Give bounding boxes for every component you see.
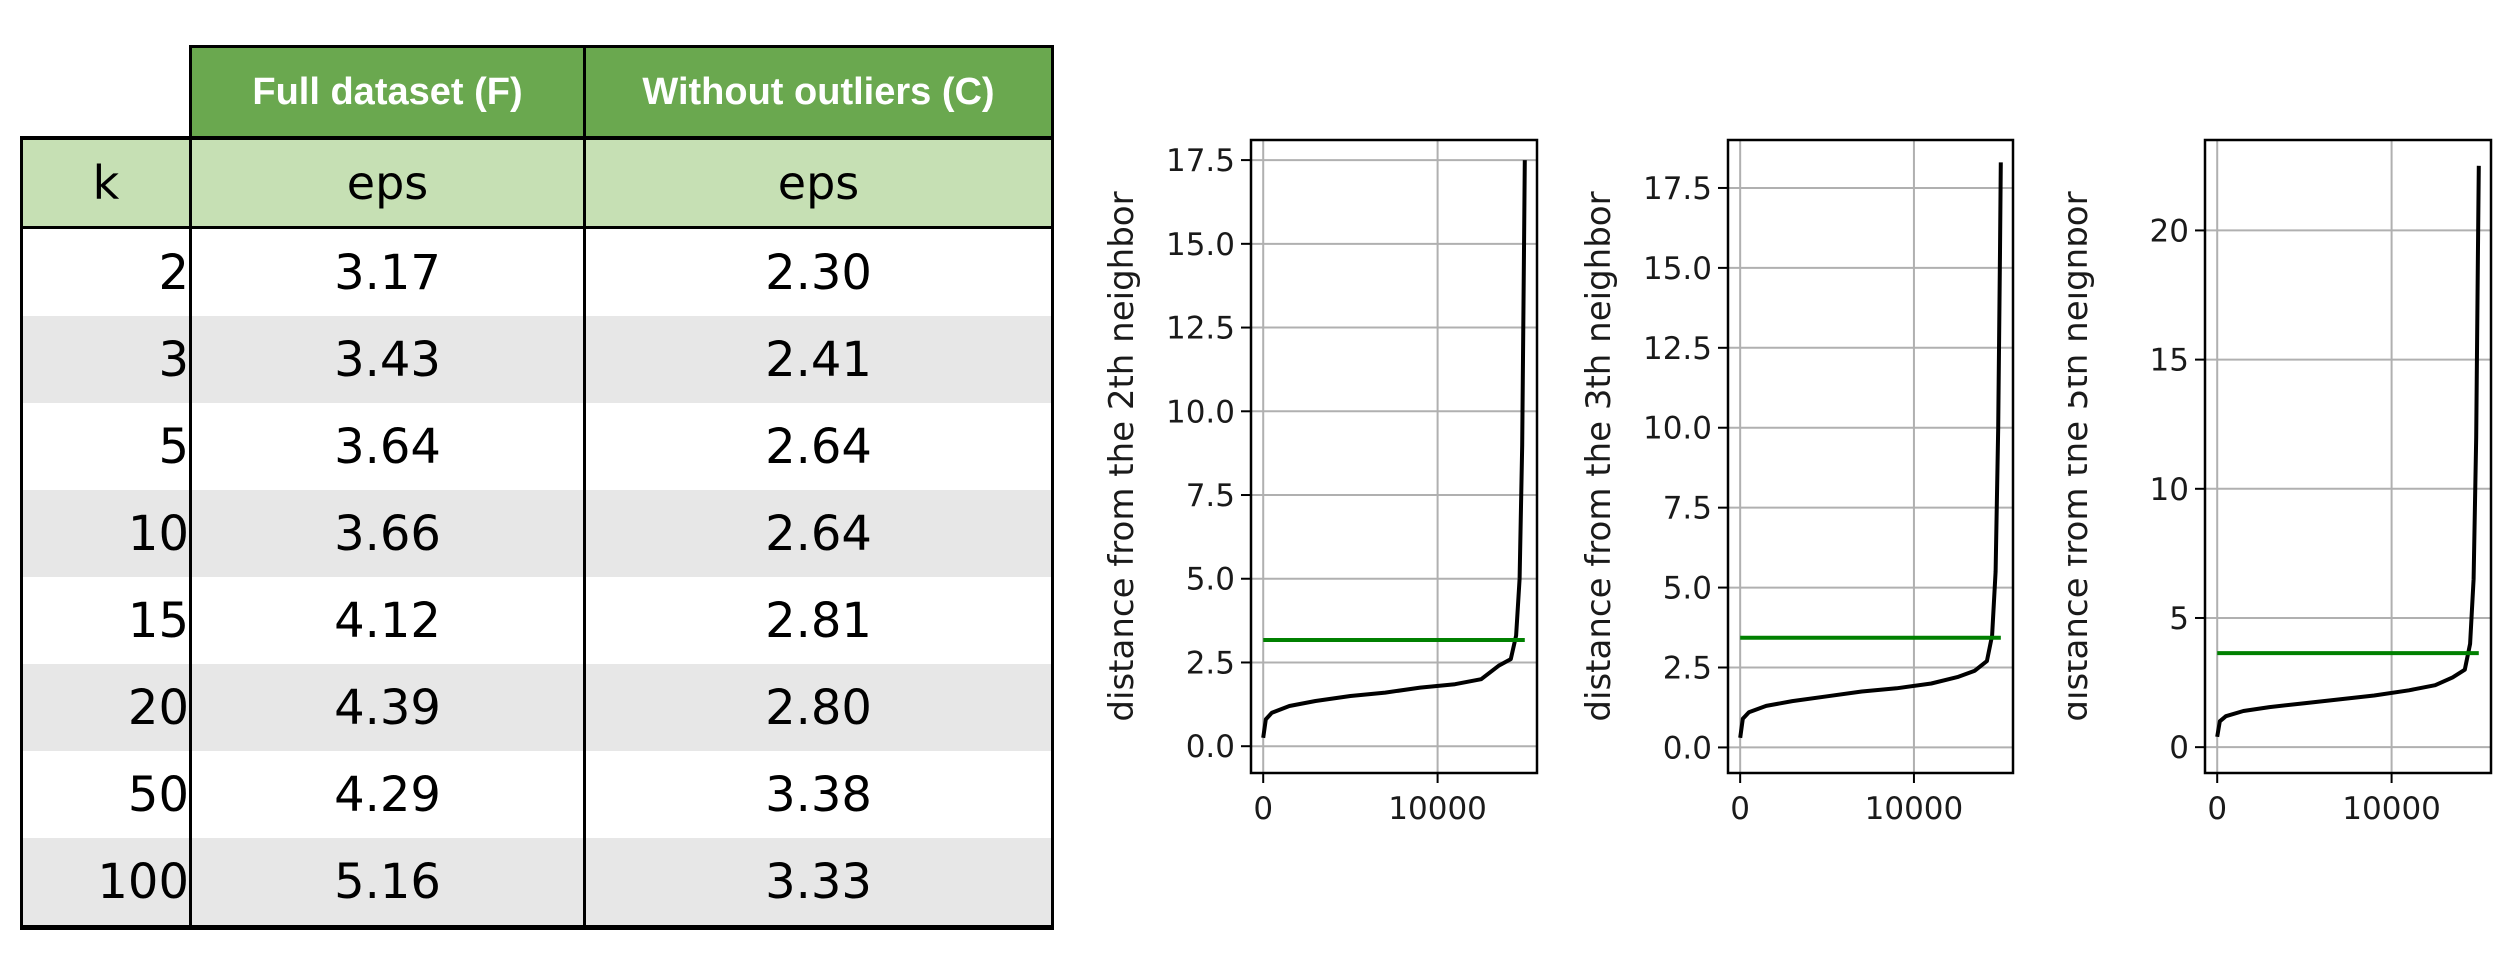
eps-full-cell: 3.66 — [189, 490, 586, 577]
x-tick-label: 0 — [1730, 791, 1750, 827]
plot-frame — [1726, 138, 2015, 775]
eps-without-cell: 2.41 — [583, 316, 1054, 403]
table-row: 2 3.17 2.30 — [20, 227, 1054, 316]
distance-curve — [2215, 165, 2481, 738]
y-tick-label: 0 — [2169, 730, 2189, 766]
table-row: 10 3.66 2.64 — [20, 490, 1054, 577]
y-tick-label: 7.5 — [1186, 478, 1235, 514]
k-header: k — [20, 136, 192, 229]
y-tick-label: 17.5 — [1166, 143, 1235, 179]
eps-without-cell: 3.33 — [583, 838, 1054, 928]
distance-curve — [1738, 162, 2003, 739]
y-tick-label: 0.0 — [1663, 730, 1712, 766]
y-tick-label: 20 — [2150, 213, 2189, 249]
plot-frame — [2203, 138, 2493, 775]
y-tick-label: 17.5 — [1643, 171, 1712, 207]
y-axis-label: distance from the 2th neighbor — [1102, 191, 1142, 721]
distance-plot-k3: 0.0 2.5 5.0 7.5 10.0 12.5 15.0 17.5 0 10000 distan… — [1579, 138, 2015, 827]
x-tick-label: 10000 — [2342, 791, 2441, 827]
x-tick-label: 10000 — [1388, 791, 1487, 827]
table-row: 3 3.43 2.41 — [20, 316, 1054, 403]
eps-table: Full dataset (F) Without outliers (C) k … — [20, 45, 1054, 930]
y-tick-label: 5.0 — [1186, 562, 1235, 598]
x-tick-label: 0 — [1253, 791, 1273, 827]
table-row: 50 4.29 3.38 — [20, 751, 1054, 838]
y-tick-label: 15.0 — [1166, 227, 1235, 263]
eps-full-cell: 4.39 — [189, 664, 586, 751]
eps-without-cell: 2.64 — [583, 403, 1054, 490]
eps-without-cell: 2.80 — [583, 664, 1054, 751]
eps-full-cell: 4.12 — [189, 577, 586, 664]
y-tick-label: 15 — [2150, 343, 2189, 379]
y-axis-label: distance from the 5th neighbor — [2068, 191, 2096, 721]
k-cell: 5 — [20, 403, 192, 490]
eps-without-cell: 3.38 — [583, 751, 1054, 838]
eps-full-cell: 4.29 — [189, 751, 586, 838]
y-tick-label: 12.5 — [1643, 331, 1712, 367]
table-row: 15 4.12 2.81 — [20, 577, 1054, 664]
k-cell: 10 — [20, 490, 192, 577]
y-tick-label: 10.0 — [1166, 394, 1235, 430]
table-row: 20 4.39 2.80 — [20, 664, 1054, 751]
eps-full-cell: 5.16 — [189, 838, 586, 928]
k-cell: 50 — [20, 751, 192, 838]
y-tick-label: 10 — [2150, 472, 2189, 508]
y-tick-label: 2.5 — [1186, 645, 1235, 681]
y-tick-label: 0.0 — [1186, 729, 1235, 765]
distance-plot-k5: 0 5 10 15 20 0 10000 distance from the 5th neig… — [2068, 138, 2493, 827]
eps-full-cell: 3.64 — [189, 403, 586, 490]
eps-full-cell: 3.43 — [189, 316, 586, 403]
eps-without-cell: 2.81 — [583, 577, 1054, 664]
k-cell: 100 — [20, 838, 192, 928]
eps-without-header: eps — [583, 136, 1054, 229]
y-tick-label: 5 — [2169, 601, 2189, 637]
k-cell: 20 — [20, 664, 192, 751]
eps-without-cell: 2.64 — [583, 490, 1054, 577]
k-cell: 3 — [20, 316, 192, 403]
sub-header-row: k eps eps — [20, 136, 1054, 229]
table-row: 5 3.64 2.64 — [20, 403, 1054, 490]
group-header-row: Full dataset (F) Without outliers (C) — [21, 45, 1054, 139]
plot-frame — [1249, 138, 1539, 775]
y-tick-label: 15.0 — [1643, 251, 1712, 287]
k-cell: 15 — [20, 577, 192, 664]
y-tick-label: 12.5 — [1166, 311, 1235, 347]
y-tick-label: 5.0 — [1663, 571, 1712, 607]
full-dataset-header: Full dataset (F) — [189, 45, 586, 139]
x-tick-label: 10000 — [1865, 791, 1964, 827]
x-tick-label: 0 — [2207, 791, 2227, 827]
eps-table-body: Full dataset (F) Without outliers (C) k … — [20, 45, 1054, 928]
empty-corner-cell — [21, 46, 191, 138]
distance-plot-k2: 0.0 2.5 5.0 7.5 10.0 12.5 15.0 17.5 0 10000 distan… — [1102, 138, 1539, 827]
distance-curve — [1261, 160, 1527, 739]
eps-full-header: eps — [189, 136, 586, 229]
k-cell: 2 — [20, 227, 192, 316]
y-axis-label: distance from the 3th neighbor — [1579, 191, 1619, 721]
eps-without-cell: 2.30 — [583, 227, 1054, 316]
table-row: 100 5.16 3.33 — [20, 838, 1054, 928]
y-tick-label: 10.0 — [1643, 411, 1712, 447]
y-tick-label: 2.5 — [1663, 651, 1712, 687]
eps-full-cell: 3.17 — [189, 227, 586, 316]
y-tick-label: 7.5 — [1663, 491, 1712, 527]
without-outliers-header: Without outliers (C) — [583, 45, 1054, 139]
